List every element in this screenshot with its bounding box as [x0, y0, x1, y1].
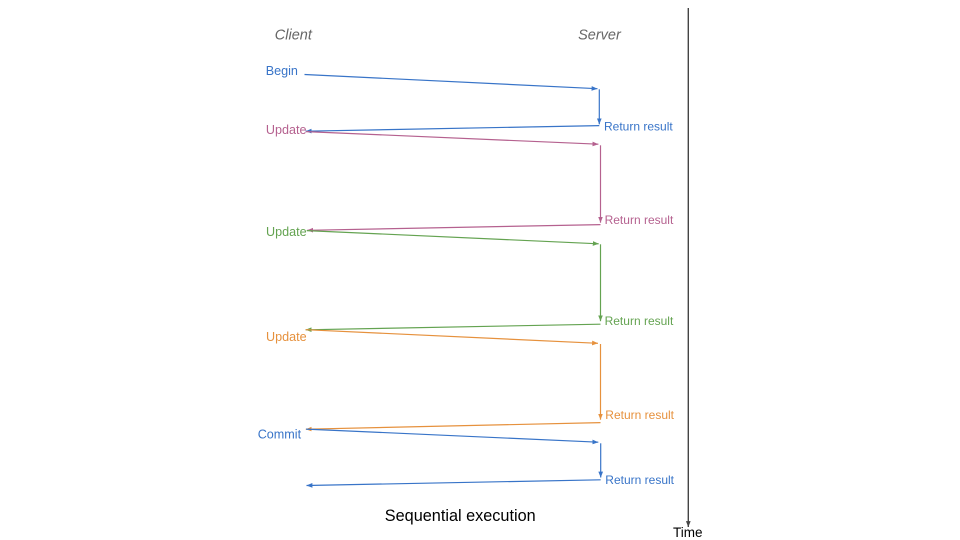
svg-text:Return result: Return result [605, 213, 674, 227]
svg-text:Return result: Return result [605, 408, 674, 422]
svg-text:Sequential execution: Sequential execution [385, 507, 536, 525]
svg-text:Return result: Return result [604, 120, 673, 134]
svg-text:Client: Client [275, 27, 313, 43]
svg-text:Time: Time [673, 525, 703, 540]
svg-text:Server: Server [578, 28, 622, 44]
svg-text:Update: Update [266, 123, 307, 137]
svg-text:Update: Update [266, 330, 307, 344]
svg-text:Begin: Begin [266, 64, 298, 78]
svg-text:Update: Update [266, 225, 307, 239]
svg-text:Return result: Return result [605, 314, 674, 328]
svg-text:Commit: Commit [258, 427, 302, 441]
svg-text:Return result: Return result [605, 473, 674, 487]
